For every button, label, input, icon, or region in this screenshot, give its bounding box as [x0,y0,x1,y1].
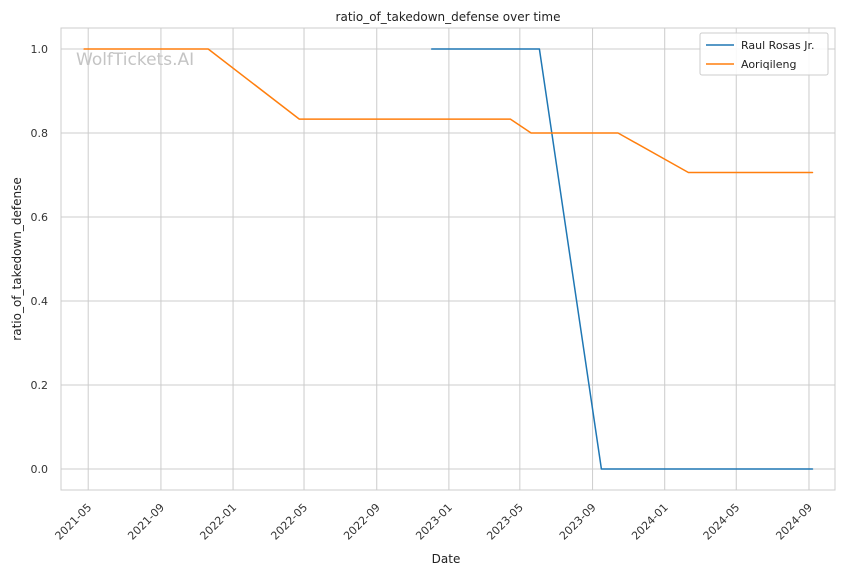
chart-title: ratio_of_takedown_defense over time [336,10,561,24]
y-tick-label: 1.0 [31,43,49,56]
series-layer [83,48,814,470]
x-tick-label: 2022-05 [268,501,310,543]
x-tick-label: 2023-05 [484,501,526,543]
y-axis-label: ratio_of_takedown_defense [10,177,24,340]
legend-label-aoriqileng: Aoriqileng [741,58,796,71]
y-tick-label: 0.2 [31,379,49,392]
x-tick-label: 2021-05 [53,501,95,543]
legend: Raul Rosas Jr. Aoriqileng [699,32,829,76]
x-tick-label: 2022-09 [341,501,383,543]
x-axis-ticks: 2021-05 2021-09 2022-01 2022-05 2022-09 2023-… [53,501,815,543]
y-tick-label: 0.4 [31,295,49,308]
x-tick-label: 2024-05 [701,501,743,543]
series-line-aoriqileng [83,48,814,174]
x-tick-label: 2024-09 [773,501,815,543]
x-tick-label: 2023-09 [557,501,599,543]
legend-label-raul-rosas-jr: Raul Rosas Jr. [741,39,815,52]
y-tick-label: 0.0 [31,463,49,476]
y-tick-label: 0.8 [31,127,49,140]
x-axis-label: Date [432,552,461,566]
x-tick-label: 2021-09 [125,501,167,543]
plot-background [61,28,835,490]
y-tick-label: 0.6 [31,211,49,224]
x-tick-label: 2023-01 [413,501,455,543]
plot-frame [60,27,836,491]
x-tick-label: 2024-01 [629,501,671,543]
watermark: WolfTickets.AI [76,50,194,70]
y-axis-ticks: 0.0 0.2 0.4 0.6 0.8 1.0 [31,43,49,476]
x-tick-label: 2022-01 [197,501,239,543]
series-line-raul-rosas-jr [430,48,814,470]
